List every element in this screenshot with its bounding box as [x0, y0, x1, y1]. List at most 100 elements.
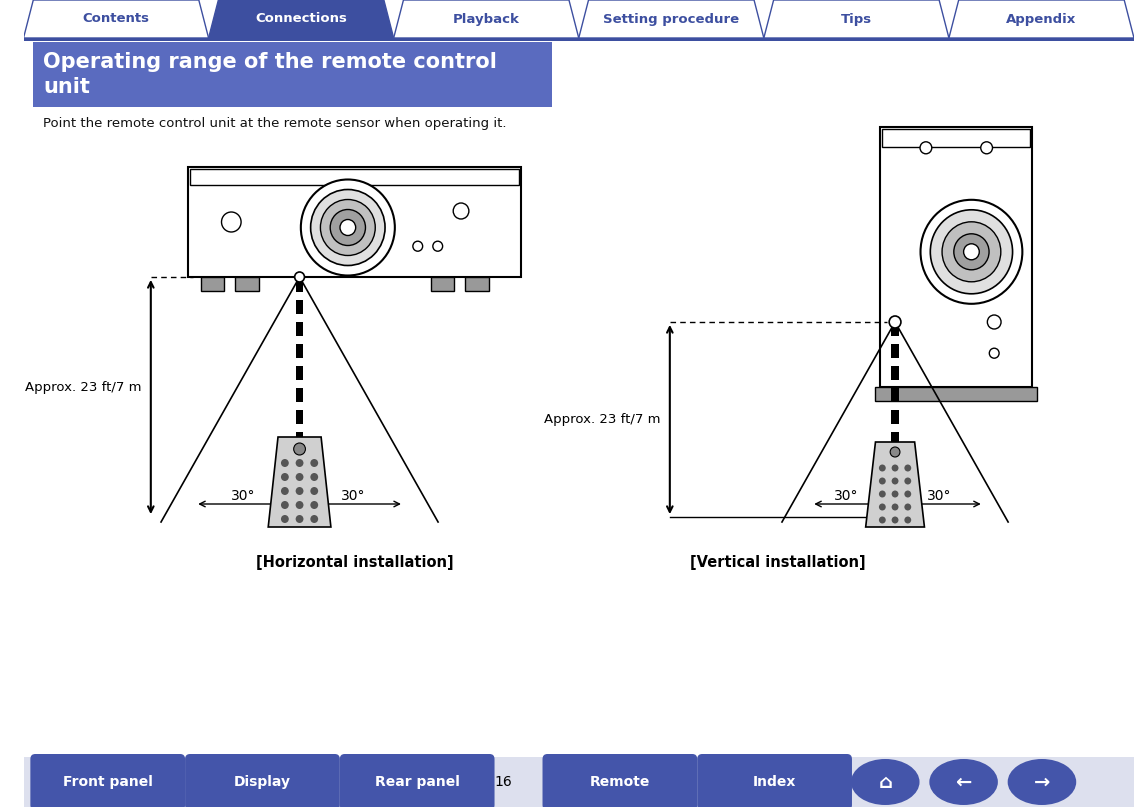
Ellipse shape — [850, 759, 920, 805]
Bar — [431, 277, 455, 291]
Text: [Vertical installation]: [Vertical installation] — [689, 555, 865, 570]
Circle shape — [296, 501, 304, 509]
Circle shape — [879, 504, 886, 511]
Bar — [875, 387, 1038, 401]
Circle shape — [340, 220, 356, 236]
Circle shape — [281, 459, 289, 467]
Circle shape — [311, 515, 319, 523]
Circle shape — [296, 515, 304, 523]
Circle shape — [904, 465, 912, 471]
Bar — [24, 38, 1134, 41]
Text: Tips: Tips — [840, 12, 872, 26]
Circle shape — [930, 210, 1013, 294]
Circle shape — [295, 272, 304, 282]
Bar — [891, 432, 899, 446]
Text: Remote: Remote — [590, 775, 650, 789]
Bar — [296, 278, 304, 292]
Text: 30°: 30° — [833, 489, 858, 503]
Text: Connections: Connections — [255, 12, 347, 26]
Circle shape — [890, 447, 900, 457]
FancyBboxPatch shape — [185, 754, 340, 807]
FancyBboxPatch shape — [542, 754, 697, 807]
Polygon shape — [865, 442, 924, 527]
Bar — [296, 454, 304, 468]
Polygon shape — [393, 0, 578, 38]
Circle shape — [413, 241, 423, 251]
Circle shape — [311, 190, 386, 266]
Polygon shape — [24, 0, 209, 38]
Bar — [235, 277, 259, 291]
Text: 30°: 30° — [341, 489, 365, 503]
Text: Point the remote control unit at the remote sensor when operating it.: Point the remote control unit at the rem… — [43, 117, 507, 130]
Circle shape — [981, 142, 992, 154]
FancyBboxPatch shape — [340, 754, 494, 807]
Bar — [891, 410, 899, 424]
Circle shape — [281, 501, 289, 509]
Polygon shape — [269, 437, 331, 527]
Circle shape — [879, 465, 886, 471]
Circle shape — [904, 504, 912, 511]
Text: unit: unit — [43, 77, 90, 97]
Bar — [296, 322, 304, 336]
Circle shape — [879, 491, 886, 497]
Circle shape — [281, 515, 289, 523]
Circle shape — [301, 179, 395, 275]
Bar — [882, 129, 1030, 147]
Circle shape — [891, 491, 898, 497]
Text: Rear panel: Rear panel — [374, 775, 459, 789]
FancyBboxPatch shape — [31, 754, 185, 807]
Polygon shape — [764, 0, 949, 38]
Bar — [24, 757, 1134, 807]
Text: Approx. 23 ft/7 m: Approx. 23 ft/7 m — [25, 380, 141, 394]
Circle shape — [281, 487, 289, 495]
Circle shape — [904, 478, 912, 484]
Circle shape — [889, 316, 900, 328]
Circle shape — [221, 212, 242, 232]
Circle shape — [891, 465, 898, 471]
Circle shape — [311, 473, 319, 481]
Text: →: → — [1034, 772, 1050, 792]
Circle shape — [281, 473, 289, 481]
Circle shape — [330, 210, 365, 245]
Text: Setting procedure: Setting procedure — [603, 12, 739, 26]
Text: Playback: Playback — [452, 12, 519, 26]
Polygon shape — [949, 0, 1134, 38]
Bar — [891, 476, 899, 490]
Bar — [296, 388, 304, 402]
Circle shape — [294, 443, 305, 455]
FancyBboxPatch shape — [697, 754, 852, 807]
Bar — [891, 344, 899, 358]
Circle shape — [988, 315, 1001, 329]
Circle shape — [311, 501, 319, 509]
Circle shape — [904, 491, 912, 497]
Text: Display: Display — [234, 775, 291, 789]
Bar — [296, 344, 304, 358]
Circle shape — [433, 241, 442, 251]
Bar — [201, 277, 225, 291]
Circle shape — [311, 487, 319, 495]
Circle shape — [454, 203, 468, 219]
Text: Operating range of the remote control: Operating range of the remote control — [43, 52, 497, 72]
Circle shape — [296, 487, 304, 495]
Text: Index: Index — [753, 775, 796, 789]
Text: Contents: Contents — [83, 12, 150, 26]
Circle shape — [904, 516, 912, 524]
Text: Appendix: Appendix — [1006, 12, 1076, 26]
Bar — [891, 322, 899, 336]
Text: 16: 16 — [494, 775, 513, 789]
Text: Front panel: Front panel — [62, 775, 153, 789]
Bar — [33, 42, 552, 107]
Bar — [296, 476, 304, 490]
Polygon shape — [578, 0, 764, 38]
Text: [Horizontal installation]: [Horizontal installation] — [255, 555, 454, 570]
Bar — [296, 498, 304, 512]
Circle shape — [942, 222, 1001, 282]
Circle shape — [296, 473, 304, 481]
Bar — [296, 300, 304, 314]
Bar — [891, 366, 899, 380]
Bar — [891, 454, 899, 468]
Circle shape — [921, 200, 1023, 303]
Circle shape — [954, 234, 989, 270]
Circle shape — [879, 478, 886, 484]
Bar — [296, 432, 304, 446]
